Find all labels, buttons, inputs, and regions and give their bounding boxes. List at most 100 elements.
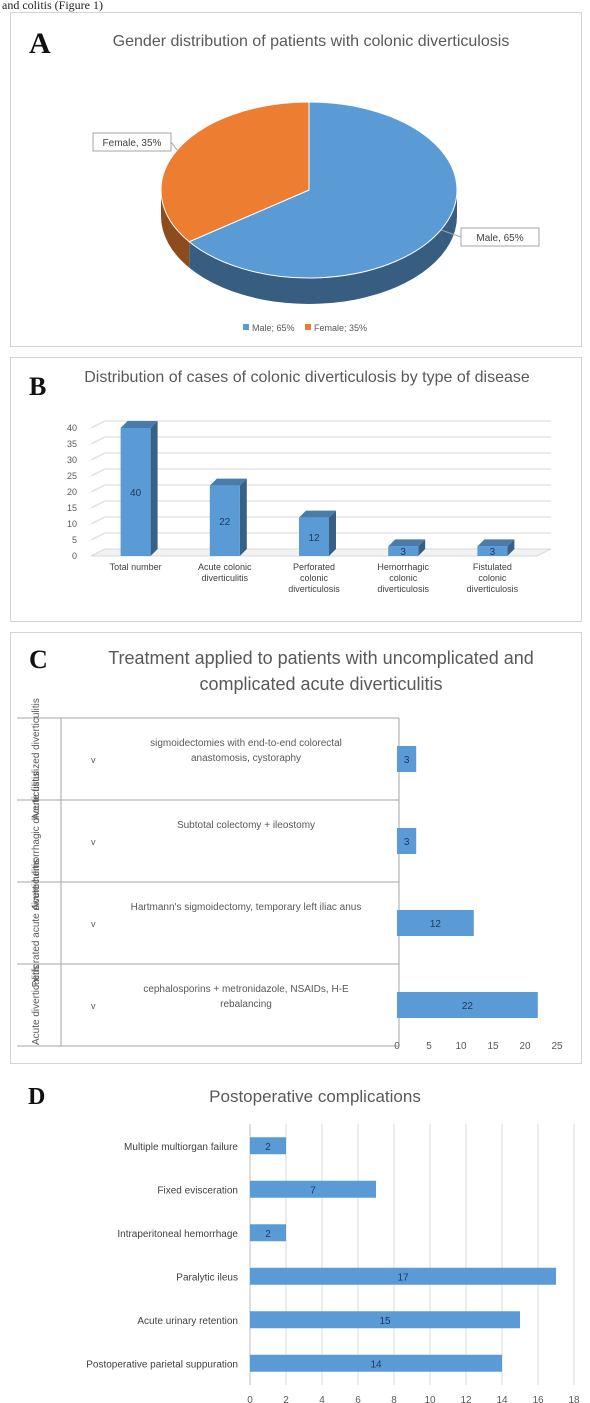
bar-data-label: 12 [430,919,442,930]
bar [209,485,240,556]
bar [250,1137,286,1155]
bar-top [209,478,247,486]
y-category-label: Postoperative parietal suppuration [86,1359,238,1370]
table-mark: v [91,837,96,847]
bar-data-label: 12 [308,533,320,544]
pie-chart-svg: Male, 65% Female, 35% Male; 65% Female; 35% [92,101,540,333]
bar-top [299,510,336,518]
pie-leader-line [440,229,462,238]
pie-leader-line [170,141,178,151]
x-tick-label: 20 [519,1041,531,1052]
legend-swatch [305,324,311,330]
table-treatment-text: sigmoidectomies with end-to-end colorect… [150,738,342,764]
x-category-label: diverticulosis [467,584,519,594]
bar [397,910,474,936]
x-category-label: colonic [478,573,507,583]
chart-title: Treatment applied to patients with uncom… [108,648,534,694]
panel-b-disease-type-bar: B Distribution of cases of colonic diver… [10,357,582,622]
bar-top [120,421,158,428]
bar-data-label: 2 [265,1142,271,1153]
x-tick-label: 10 [455,1041,467,1052]
x-tick-label: 4 [319,1395,325,1403]
y-tick-label: 0 [72,551,77,561]
gridline-side [90,532,106,541]
bar-data-label: 2 [265,1229,271,1240]
bar [250,1354,502,1372]
x-tick-label: 0 [247,1395,253,1403]
pie-data-label-box [460,227,540,247]
bar-chart-svg: 0 5 10 15 20 25 30 35 40 40 Total number 22 Acute co… [67,420,552,594]
panel-label: D [28,1084,46,1110]
gridline-side [90,516,106,525]
y-tick-label: 5 [72,535,77,545]
chart-title: Postoperative complications [209,1087,421,1106]
x-tick-label: 25 [551,1041,563,1052]
bar [250,1180,376,1198]
bar [299,517,329,556]
table-group-label: Acute diverticulitis [31,965,42,1045]
x-category-label: diverticulosis [377,584,429,594]
x-category-label: diverticulosis [288,584,340,594]
y-tick-label: 10 [67,519,77,529]
bar [397,992,538,1018]
y-category-label: Acute urinary retention [137,1316,238,1327]
bar-data-label: 3 [404,755,410,766]
pie-data-label-box [92,132,172,152]
bar-data-label: 7 [310,1185,316,1196]
panel-a-gender-pie: A Gender distribution of patients with c… [10,12,582,347]
y-tick-label: 25 [67,471,77,481]
legend-swatch [243,324,249,330]
panel-c-treatment-chart: C Treatment applied to patients with unc… [10,632,582,1064]
bar-side [507,539,515,556]
bar-top [388,539,426,547]
table-mark: v [91,755,96,765]
bar [250,1224,286,1242]
x-category-label: colonic [389,573,418,583]
x-tick-label: 10 [424,1395,436,1403]
table-group-label: Acute fistulized diverticulitis [31,698,42,820]
gridline-side [90,468,106,477]
y-tick-label: 40 [67,423,77,433]
table-treatment-cell: sigmoidectomies with end-to-end colorect… [150,738,342,764]
bar [250,1267,556,1285]
bar-data-label: 3 [404,837,410,848]
x-category-label: Perforated [293,562,335,572]
bar-data-label: 17 [397,1272,409,1283]
legend-entry: Male; 65% [252,323,295,333]
gridline-side [90,484,106,493]
bar-side [418,539,426,556]
x-tick-label: 8 [391,1395,397,1403]
x-category-label: Acute colonic [198,562,252,572]
table-treatment-cell: Hartmann's sigmoidectomy, temporary left… [131,902,362,913]
bar-data-label: 14 [370,1359,382,1370]
bar-data-label: 3 [400,547,406,558]
bar-data-label: 22 [462,1001,474,1012]
x-category-label: Total number [110,562,162,572]
x-tick-label: 0 [394,1041,400,1052]
x-tick-label: 2 [283,1395,289,1403]
bar [397,828,417,854]
chart-title: Distribution of cases of colonic diverti… [84,369,530,386]
pie-data-label: Female, 35% [103,138,162,149]
x-tick-label: 18 [568,1395,580,1403]
panel-label: A [29,27,51,60]
bar-side [239,478,247,556]
y-tick-label: 20 [67,487,77,497]
panel-label: C [29,645,48,674]
bar [397,746,417,772]
x-tick-label: 15 [487,1041,499,1052]
x-tick-label: 14 [496,1395,508,1403]
gridline-side [90,452,106,461]
bar-data-label: 15 [379,1316,391,1327]
panel-d-complications-chart: D Postoperative complications 0 2 4 6 8 10 12 1… [10,1074,582,1403]
gridline-side [90,500,106,509]
treatment-chart-svg: Acute fistulized diverticulitis v sigmoide… [17,698,563,1052]
pie-side-female [161,190,190,268]
y-category-label: Intraperitoneal hemorrhage [117,1229,238,1240]
pie-slice-female [160,101,310,243]
page-top-text-fragment: and colitis (Figure 1) [2,0,103,12]
table-treatment-cell: Subtotal colectomy + ileostomy [177,820,315,831]
bar-data-label: 22 [219,517,231,528]
bar [250,1311,520,1329]
y-category-label: Multiple multiorgan failure [124,1142,238,1153]
